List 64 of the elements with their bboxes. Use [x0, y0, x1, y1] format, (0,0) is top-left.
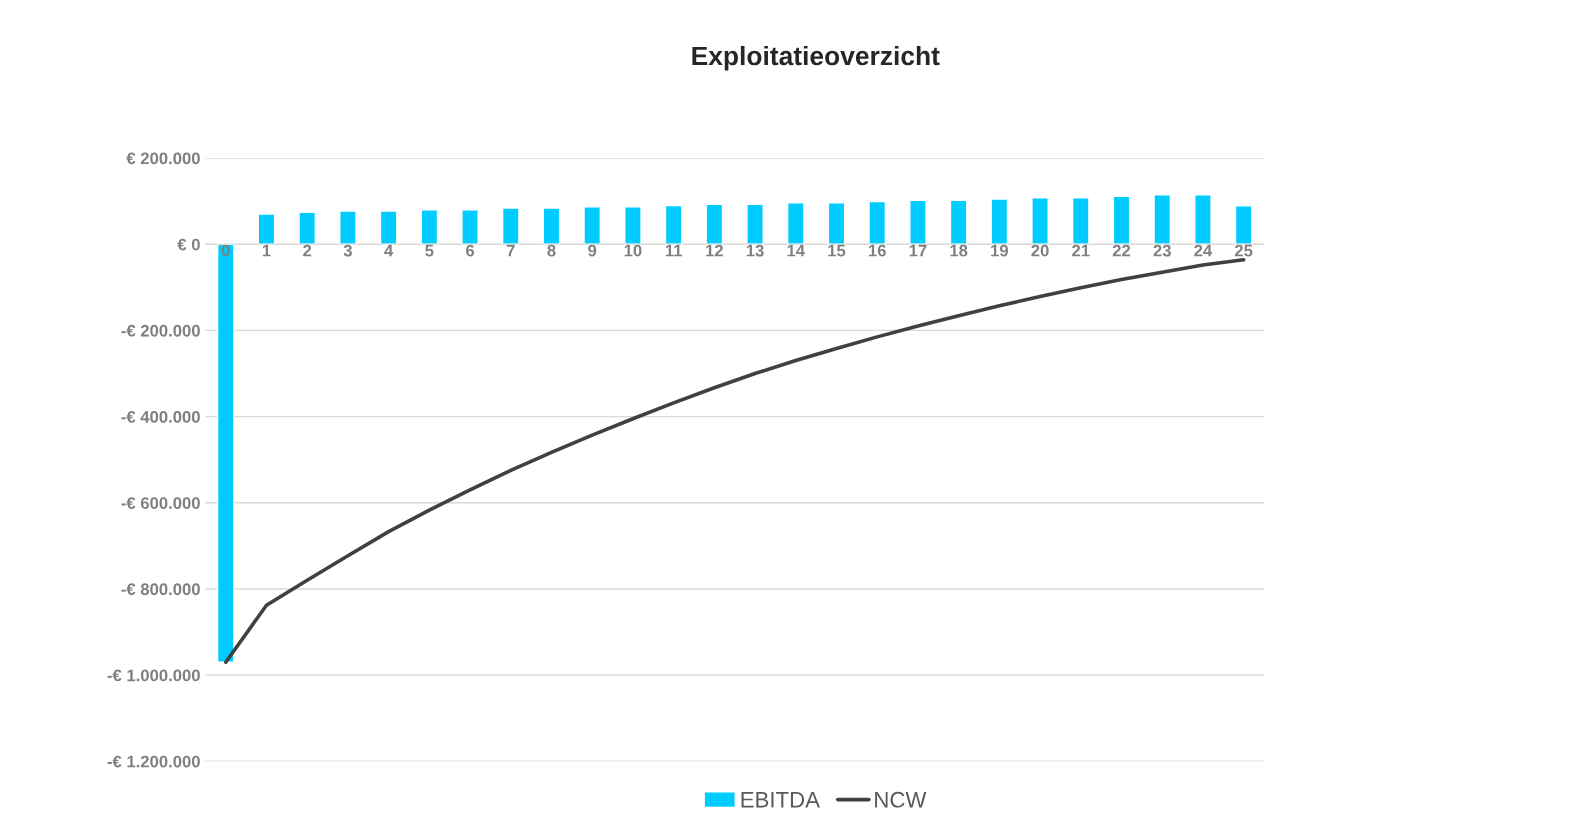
y-tick-label: -€ 200.000 [121, 324, 200, 337]
bar [1031, 197, 1049, 245]
x-tick-label: 2 [303, 244, 312, 257]
bar [827, 202, 846, 245]
x-tick-label: 6 [466, 244, 475, 257]
bar [868, 200, 887, 245]
x-tick-label: 4 [384, 244, 394, 257]
bar [257, 213, 276, 245]
bar [624, 206, 642, 245]
x-tick-label: 19 [991, 244, 1008, 257]
line-series [223, 257, 1246, 664]
y-tick-label: -€ 600.000 [121, 497, 200, 509]
bar [786, 202, 805, 245]
y-tick-label: € 200.000 [126, 152, 200, 165]
legend-label: NCW [875, 791, 927, 808]
x-tick-label: 15 [828, 244, 846, 257]
x-tick-label: 16 [868, 244, 886, 257]
x-tick-label: 22 [1112, 244, 1131, 257]
bar [949, 199, 968, 245]
x-tick-label: 11 [665, 244, 682, 257]
x-tick-label: 8 [547, 244, 556, 257]
x-tick-label: 21 [1072, 244, 1090, 257]
x-tick-label: 5 [425, 244, 434, 257]
y-tick-label: -€ 800.000 [121, 583, 200, 596]
x-tick-label: 17 [909, 244, 927, 257]
bar [420, 209, 439, 245]
y-tick-label: -€ 1.200.000 [107, 755, 200, 768]
bar [1153, 194, 1172, 245]
bar [1112, 195, 1131, 245]
bar [664, 204, 683, 245]
bar [461, 209, 479, 245]
bar [746, 203, 764, 245]
bar [542, 207, 561, 245]
legend-label: EBITDA [741, 792, 820, 808]
bar [1071, 197, 1090, 245]
x-tick-label: 25 [1234, 244, 1253, 257]
x-tick-label: 7 [506, 244, 515, 257]
x-tick-label: 13 [746, 244, 764, 257]
x-tick-label: 1 [262, 244, 271, 257]
bar [379, 210, 398, 245]
x-tick-label: 9 [588, 244, 597, 257]
y-tick-label: € 0 [177, 238, 200, 251]
x-tick-label: 24 [1194, 244, 1213, 257]
y-tick-label: -€ 1.000.000 [107, 669, 200, 682]
x-tick-label: 0 [221, 244, 230, 257]
bar [216, 243, 235, 663]
bar [501, 207, 520, 245]
x-tick-label: 20 [1031, 244, 1049, 257]
bar [909, 199, 927, 245]
x-tick-label: 12 [706, 244, 723, 257]
chart-title: Exploitatieoverzicht [692, 45, 940, 71]
x-tick-label: 14 [787, 244, 805, 257]
bar [1194, 194, 1212, 245]
x-tick-label: 10 [624, 244, 642, 257]
bar [298, 211, 317, 245]
bar [990, 198, 1009, 245]
bar [1234, 205, 1253, 245]
bar [583, 206, 602, 245]
bar [339, 210, 357, 245]
x-tick-label: 18 [950, 244, 968, 257]
bar [705, 203, 724, 245]
y-tick-label: -€ 400.000 [121, 411, 200, 423]
x-tick-label: 3 [343, 244, 352, 257]
x-tick-label: 23 [1153, 244, 1171, 257]
